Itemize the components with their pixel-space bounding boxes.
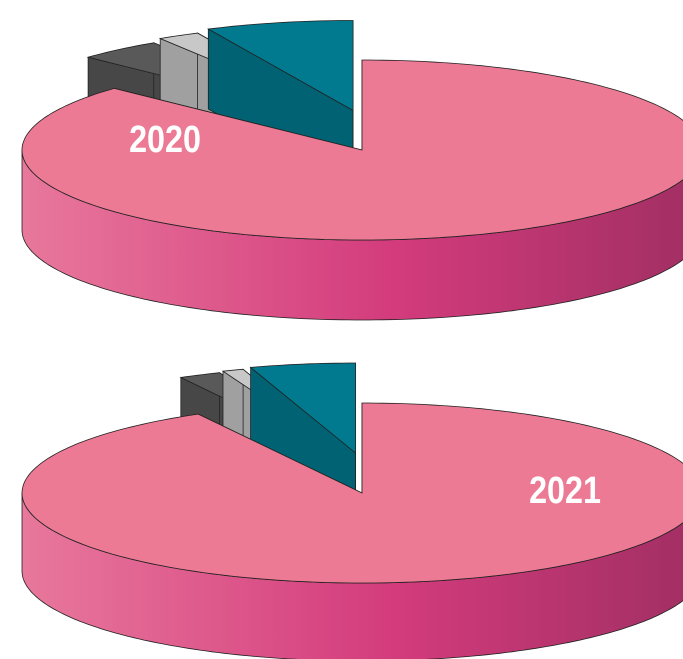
pie-slice: [21, 59, 683, 321]
slice-top: [21, 59, 683, 241]
slice-top: [249, 362, 356, 454]
slice-top: [21, 402, 683, 584]
slice-top: [207, 20, 354, 112]
chart-title: 2020: [129, 119, 201, 161]
pie-slice: [21, 402, 683, 659]
chart-title: 2021: [529, 470, 601, 512]
